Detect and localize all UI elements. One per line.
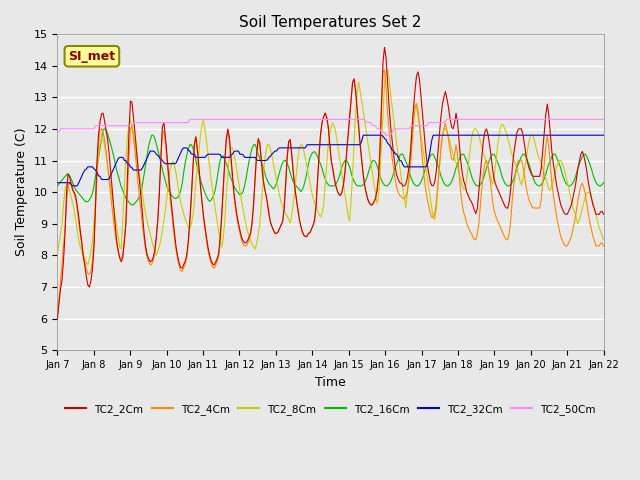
Text: SI_met: SI_met bbox=[68, 50, 115, 63]
Title: Soil Temperatures Set 2: Soil Temperatures Set 2 bbox=[239, 15, 422, 30]
Y-axis label: Soil Temperature (C): Soil Temperature (C) bbox=[15, 128, 28, 256]
X-axis label: Time: Time bbox=[315, 376, 346, 389]
Legend: TC2_2Cm, TC2_4Cm, TC2_8Cm, TC2_16Cm, TC2_32Cm, TC2_50Cm: TC2_2Cm, TC2_4Cm, TC2_8Cm, TC2_16Cm, TC2… bbox=[61, 400, 600, 419]
